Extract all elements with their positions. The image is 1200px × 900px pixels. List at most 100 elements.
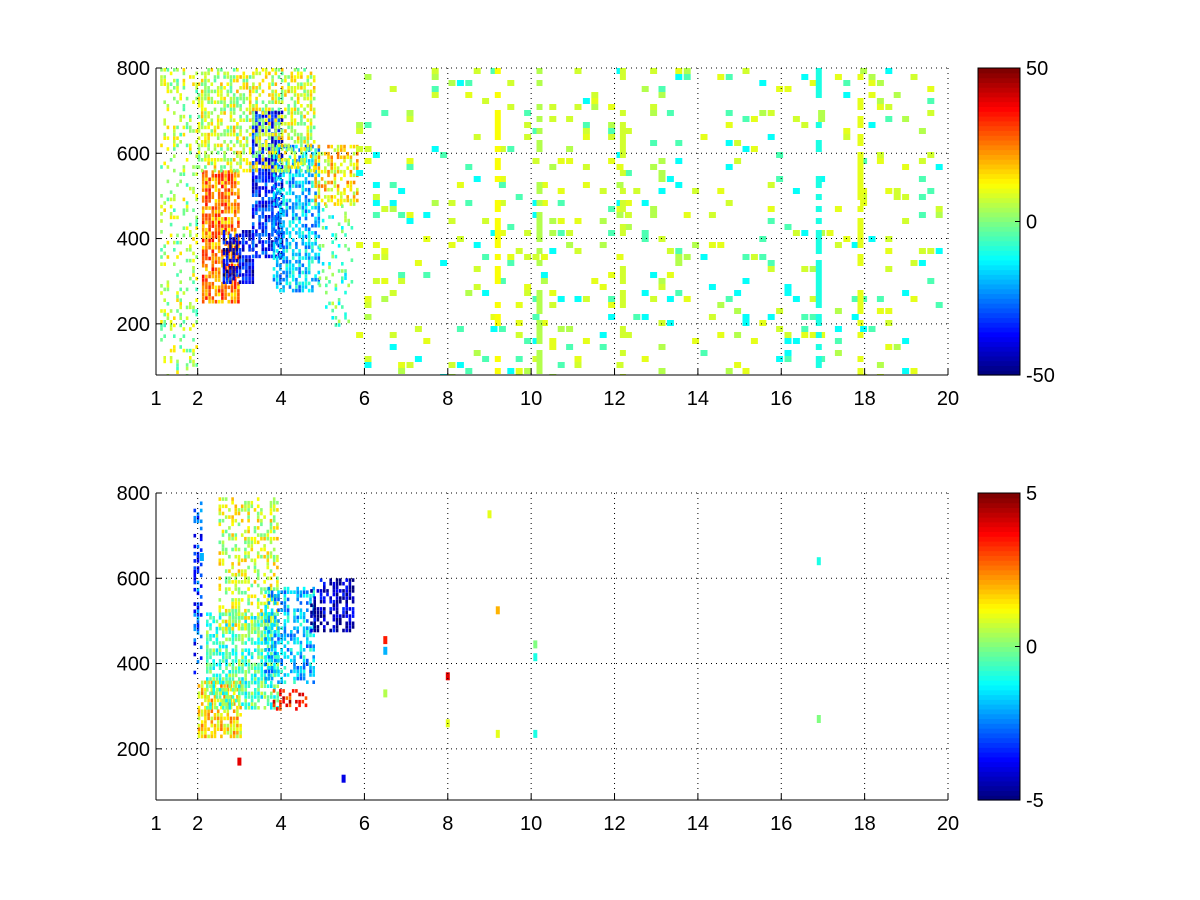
colorbar-swatch: [978, 255, 1020, 261]
colorbar-swatch: [978, 269, 1020, 275]
colorbar-swatch: [978, 106, 1020, 112]
colorbar-swatch: [978, 593, 1020, 600]
y-tick-label: 600: [117, 568, 150, 590]
heatmap-region-5: [193, 501, 203, 675]
colorbar-swatch: [978, 168, 1020, 175]
colorbar-swatch: [978, 96, 1020, 103]
heatmap-region-0: [201, 170, 240, 304]
colorbar-swatch: [978, 293, 1020, 299]
colorbar-swatch: [978, 785, 1020, 792]
colorbar-swatch: [978, 713, 1020, 720]
heatmap-cells: [160, 68, 943, 375]
colorbar-swatch: [978, 226, 1020, 232]
heatmap-region-7: [318, 204, 354, 327]
colorbar-swatch: [978, 211, 1020, 218]
y-tick-label: 400: [117, 229, 150, 251]
heatmap-column-3: [815, 68, 822, 368]
colorbar-swatch: [978, 588, 1020, 595]
colorbar-swatch: [978, 569, 1020, 576]
colorbar-swatch: [978, 780, 1020, 787]
heatmap-point-13: [341, 774, 346, 783]
colorbar-swatch: [978, 694, 1020, 700]
grid-lines: [156, 492, 949, 800]
colorbar-swatch: [978, 173, 1020, 179]
heatmap-column-0: [494, 68, 501, 374]
colorbar-swatch: [978, 598, 1020, 604]
x-tick-label: 10: [520, 813, 542, 835]
heatmap-point-11: [816, 557, 821, 566]
colorbar-tick-label: 50: [1026, 58, 1048, 80]
colorbar-swatch: [978, 708, 1020, 715]
heatmap-cells: [193, 497, 821, 783]
colorbar-swatch: [978, 245, 1020, 251]
heatmap-point-12: [816, 715, 821, 723]
colorbar-swatch: [978, 560, 1020, 566]
colorbar-swatch: [978, 183, 1020, 189]
colorbar-swatch: [978, 507, 1020, 513]
colorbar-swatch: [978, 704, 1020, 710]
colorbar-swatch: [978, 747, 1020, 753]
colorbar-swatch: [978, 684, 1020, 691]
colorbar-swatch: [978, 130, 1020, 136]
x-tick-label: 1: [150, 388, 161, 410]
colorbar-swatch: [978, 742, 1020, 748]
colorbar-tick-label: 0: [1026, 637, 1037, 659]
colorbar-swatch: [978, 336, 1020, 343]
heatmap-point-15: [199, 553, 204, 561]
colorbar-swatch: [978, 144, 1020, 151]
x-tick-label: 18: [854, 388, 876, 410]
x-tick-label: 16: [770, 813, 792, 835]
colorbar-swatch: [978, 723, 1020, 729]
colorbar-tick-label: 5: [1026, 483, 1037, 505]
colorbar-swatch: [978, 360, 1020, 367]
colorbar-swatch: [978, 341, 1020, 347]
colorbar-swatch: [978, 660, 1020, 667]
heatmap-scatter: [356, 68, 943, 375]
colorbar-swatch: [978, 526, 1020, 532]
heatmap-region-3: [272, 144, 321, 293]
colorbar-swatch: [978, 216, 1020, 223]
colorbar-swatch: [978, 207, 1020, 213]
x-tick-label: 12: [603, 388, 625, 410]
colorbar-swatch: [978, 355, 1020, 362]
colorbar-swatch: [978, 756, 1020, 763]
colorbar-swatch: [978, 699, 1020, 705]
colorbar-swatch: [978, 612, 1020, 619]
colorbar-swatch: [978, 752, 1020, 758]
y-tick-label: 800: [117, 58, 150, 80]
y-tick-label: 600: [117, 143, 150, 165]
colorbar-swatch: [978, 545, 1020, 552]
y-tick-label: 200: [117, 314, 150, 336]
x-tick-label: 18: [854, 813, 876, 835]
heatmap-region-3: [264, 586, 315, 684]
heatmap-column-1: [536, 68, 543, 374]
colorbar-swatch: [978, 584, 1020, 590]
colorbar-tick-label: 0: [1026, 212, 1037, 234]
colorbar-swatch: [978, 651, 1020, 657]
x-tick-label: 14: [687, 813, 709, 835]
colorbar-swatch: [978, 579, 1020, 585]
colorbar-swatch: [978, 627, 1020, 633]
x-tick-label: 2: [192, 813, 203, 835]
colorbar-swatch: [978, 163, 1020, 170]
heatmap-region-4: [310, 578, 355, 633]
colorbar-swatch: [978, 603, 1020, 609]
colorbar-swatch: [978, 776, 1020, 782]
x-tick-label: 8: [442, 388, 453, 410]
colorbar-swatch: [978, 120, 1020, 127]
heatmap-column-4: [857, 74, 864, 375]
colorbar-swatch: [978, 101, 1020, 107]
colorbar-swatch: [978, 250, 1020, 256]
y-tick-label: 200: [117, 739, 150, 761]
colorbar-swatch: [978, 82, 1020, 88]
colorbar-swatch: [978, 665, 1020, 672]
colorbar-swatch: [978, 564, 1020, 571]
y-tick-label: 400: [117, 654, 150, 676]
colorbar-swatch: [978, 307, 1020, 314]
colorbar-swatch: [978, 737, 1020, 744]
colorbar-swatch: [978, 790, 1020, 796]
colorbar-swatch: [978, 192, 1020, 199]
